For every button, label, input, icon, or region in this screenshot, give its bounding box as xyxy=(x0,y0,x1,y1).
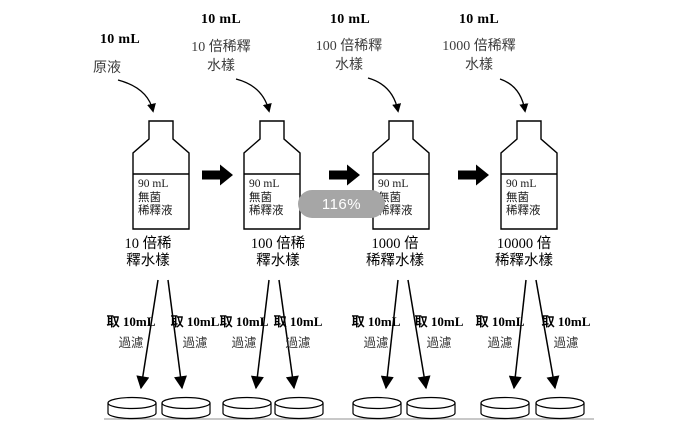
result-label: 1000 倍 稀釋水樣 xyxy=(366,236,424,269)
take-label: 取 10mL xyxy=(414,314,464,329)
take-label: 取 10mL xyxy=(351,314,401,329)
filter-label: 過濾 xyxy=(426,336,452,350)
source-label: 100 倍稀釋 水樣 xyxy=(315,39,383,73)
take-label: 取 10mL xyxy=(219,314,269,329)
filter-label: 過濾 xyxy=(182,336,208,350)
take-label: 取 10mL xyxy=(273,314,323,329)
source-label: 原液 xyxy=(93,61,121,76)
take-label: 取 10mL xyxy=(541,314,591,329)
volume-label: 10 mL xyxy=(100,32,140,47)
filter-label: 過濾 xyxy=(553,336,579,350)
filter-label: 過濾 xyxy=(231,336,257,350)
volume-label: 10 mL xyxy=(201,12,241,27)
result-label: 10 倍稀 釋水樣 xyxy=(124,236,172,269)
bottle-content-label: 90 mL 無菌 稀釋液 xyxy=(249,178,284,217)
source-label: 1000 倍稀釋 水樣 xyxy=(442,39,516,73)
take-label: 取 10mL xyxy=(106,314,156,329)
bottle-content-label: 90 mL 無菌 稀釋液 xyxy=(138,178,173,217)
transfer-arrow-icon xyxy=(202,164,489,186)
filter-label: 過濾 xyxy=(363,336,389,350)
filter-label: 過濾 xyxy=(285,336,311,350)
petri-dish xyxy=(107,396,585,420)
zoom-level-badge: 116% xyxy=(298,190,385,218)
plate-arrow-icon xyxy=(136,279,560,390)
bottle-content-label: 90 mL 無菌 稀釋液 xyxy=(378,178,413,217)
result-label: 100 倍稀 釋水樣 xyxy=(250,236,306,269)
volume-label: 10 mL xyxy=(330,12,370,27)
filter-label: 過濾 xyxy=(118,336,144,350)
take-label: 取 10mL xyxy=(475,314,525,329)
take-label: 取 10mL xyxy=(170,314,220,329)
filter-label: 過濾 xyxy=(487,336,513,350)
pour-arrow-icon xyxy=(117,77,529,113)
source-label: 10 倍稀釋 水樣 xyxy=(191,40,251,74)
bottle-content-label: 90 mL 無菌 稀釋液 xyxy=(506,178,541,217)
volume-label: 10 mL xyxy=(459,12,499,27)
dilution-bottle xyxy=(132,120,558,230)
result-label: 10000 倍 稀釋水樣 xyxy=(495,236,553,269)
